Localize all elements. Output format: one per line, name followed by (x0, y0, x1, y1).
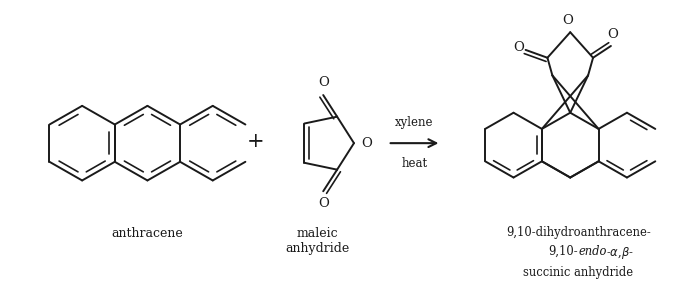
Text: O: O (513, 42, 524, 55)
Text: O: O (608, 28, 618, 41)
Text: O: O (318, 76, 329, 89)
Text: 9,10-dihydroanthracene-: 9,10-dihydroanthracene- (506, 226, 650, 239)
Text: succinic anhydride: succinic anhydride (523, 266, 634, 279)
Text: anthracene: anthracene (111, 227, 183, 240)
Text: endo: endo (578, 245, 606, 258)
Text: -$\alpha$,$\beta$-: -$\alpha$,$\beta$- (606, 245, 634, 261)
Text: O: O (318, 197, 329, 210)
Text: O: O (562, 14, 573, 27)
Text: O: O (361, 137, 372, 150)
Text: +: + (247, 132, 265, 151)
Text: heat: heat (401, 157, 428, 170)
Text: maleic
anhydride: maleic anhydride (285, 227, 349, 255)
Text: 9,10-: 9,10- (549, 245, 578, 258)
Text: xylene: xylene (395, 116, 434, 129)
